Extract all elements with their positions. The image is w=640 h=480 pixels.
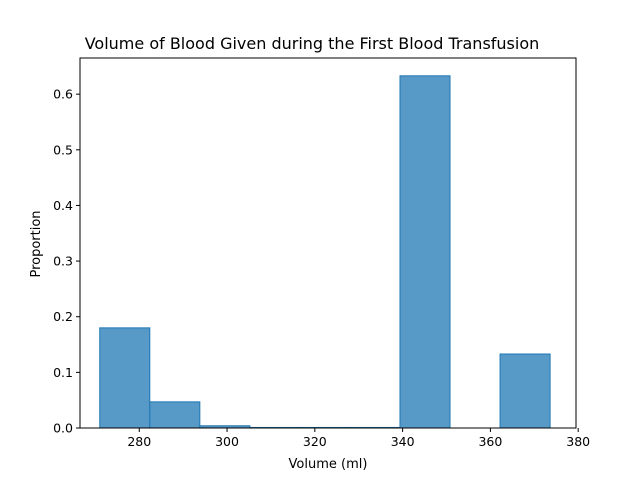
axes [79,57,577,429]
histogram-bars [99,75,551,429]
y-axis-label: Proportion [29,210,44,277]
histogram-bar [399,75,451,429]
y-tick-label: 0.1 [53,365,73,380]
x-tick-label: 360 [478,434,502,449]
x-tick-label: 340 [391,434,415,449]
y-axis-ticks: 0.0 0.1 0.2 0.3 0.4 0.5 0.6 [53,87,80,436]
x-axis-ticks: 280 300 320 340 360 380 [127,428,590,449]
histogram-bar [99,327,151,429]
x-tick-label: 380 [566,434,590,449]
y-tick-label: 0.0 [53,421,73,436]
y-tick-label: 0.4 [53,198,73,213]
x-axis-label: Volume (ml) [289,457,368,472]
y-tick-label: 0.6 [53,87,73,102]
x-tick-label: 320 [303,434,327,449]
y-tick-label: 0.2 [53,309,73,324]
x-tick-label: 280 [127,434,151,449]
chart-title: Volume of Blood Given during the First B… [85,34,540,53]
x-tick-label: 300 [215,434,239,449]
y-tick-label: 0.3 [53,254,73,269]
histogram-bar [149,401,201,429]
y-tick-label: 0.5 [53,142,73,157]
plot-frame [79,57,577,429]
histogram-bar [499,353,551,429]
